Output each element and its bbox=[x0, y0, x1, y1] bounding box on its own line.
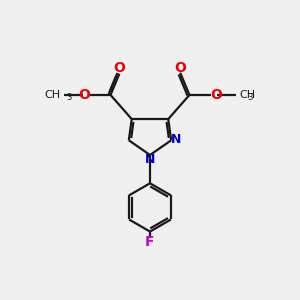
Text: 3: 3 bbox=[67, 93, 72, 102]
Text: N: N bbox=[145, 153, 155, 166]
Text: CH: CH bbox=[45, 90, 61, 100]
Text: O: O bbox=[175, 61, 187, 75]
Text: O: O bbox=[113, 61, 125, 75]
Text: O: O bbox=[78, 88, 90, 102]
Text: F: F bbox=[145, 235, 155, 249]
Text: O: O bbox=[210, 88, 222, 102]
Text: N: N bbox=[171, 133, 182, 146]
Text: CH: CH bbox=[239, 90, 255, 100]
Text: 3: 3 bbox=[247, 93, 252, 102]
